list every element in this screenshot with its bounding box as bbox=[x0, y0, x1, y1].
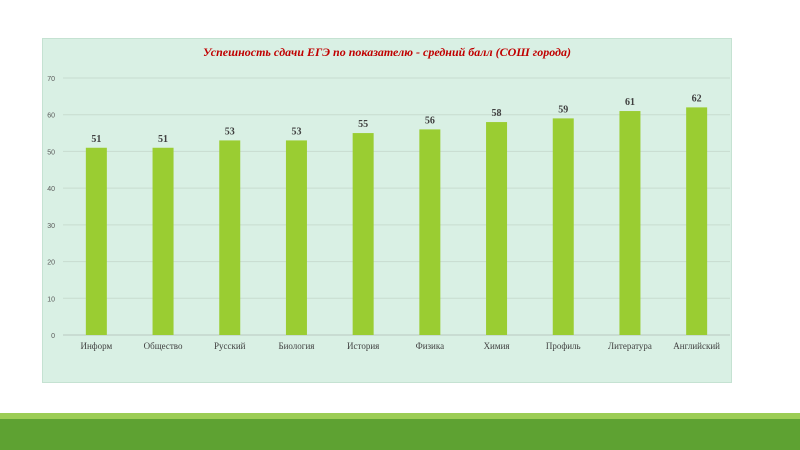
bar bbox=[419, 129, 441, 335]
bar bbox=[619, 111, 641, 336]
x-tick-label: Информ bbox=[80, 341, 112, 351]
y-tick-label: 30 bbox=[47, 223, 55, 230]
data-label: 62 bbox=[692, 93, 702, 104]
x-tick-label: Литература bbox=[608, 341, 652, 351]
data-label: 56 bbox=[425, 115, 435, 126]
data-label: 55 bbox=[358, 119, 368, 130]
bar-chart: 0 10 20 30 40 50 60 70 51 Информ 51 Общество 53 Русск… bbox=[47, 76, 730, 351]
data-label: 59 bbox=[558, 104, 568, 115]
y-tick-label: 20 bbox=[47, 260, 55, 267]
bar bbox=[486, 122, 508, 335]
x-tick-label: Химия bbox=[484, 341, 510, 351]
bar bbox=[85, 147, 107, 335]
data-label: 61 bbox=[625, 97, 635, 108]
bottom-accent-band bbox=[0, 413, 800, 419]
x-tick-label: История bbox=[347, 341, 379, 351]
data-label: 51 bbox=[158, 134, 168, 145]
data-label: 51 bbox=[91, 134, 101, 145]
y-tick-label: 0 bbox=[51, 333, 55, 340]
bar bbox=[552, 118, 574, 335]
bar bbox=[686, 107, 708, 335]
bottom-footer-band bbox=[0, 419, 800, 450]
x-tick-label: Общество bbox=[144, 341, 183, 351]
data-label: 53 bbox=[225, 126, 235, 137]
bar bbox=[285, 140, 307, 335]
chart-title: Успешность сдачи ЕГЭ по показателю - сре… bbox=[202, 45, 572, 59]
y-tick-label: 50 bbox=[47, 149, 55, 156]
data-label: 53 bbox=[291, 126, 301, 137]
x-tick-label: Русский bbox=[214, 341, 246, 351]
data-label: 58 bbox=[492, 108, 502, 119]
x-tick-label: Английский bbox=[673, 341, 720, 351]
x-tick-label: Биология bbox=[278, 341, 314, 351]
bar bbox=[219, 140, 241, 335]
y-tick-label: 40 bbox=[47, 186, 55, 193]
y-tick-label: 10 bbox=[47, 296, 55, 303]
chart-panel: Успешность сдачи ЕГЭ по показателю - сре… bbox=[42, 38, 732, 383]
x-tick-label: Профиль bbox=[546, 341, 581, 351]
y-tick-label: 60 bbox=[47, 113, 55, 120]
x-tick-label: Физика bbox=[416, 341, 445, 351]
bar bbox=[152, 147, 174, 335]
y-tick-label: 70 bbox=[47, 76, 55, 83]
bar bbox=[352, 133, 374, 335]
